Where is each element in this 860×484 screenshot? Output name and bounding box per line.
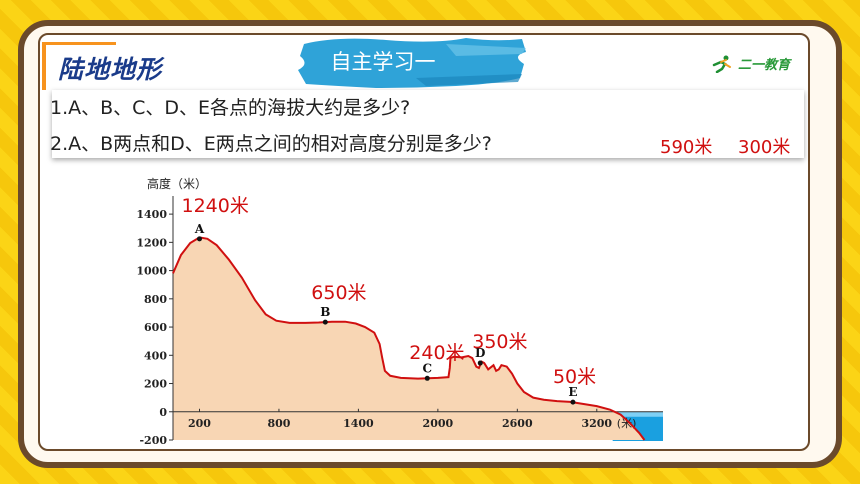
- point-a: [196, 236, 202, 242]
- answer-de: 300米: [738, 137, 791, 158]
- banner-label: 自主学习一: [330, 50, 436, 74]
- y-tick-label: 0: [159, 406, 167, 419]
- y-axis-label: 高度（米）: [147, 176, 207, 191]
- x-tick-label: 800: [267, 417, 290, 430]
- point-label-a: A: [194, 222, 205, 236]
- point-e: [570, 399, 576, 405]
- y-tick-label: 1000: [136, 265, 167, 278]
- question-box: [52, 90, 804, 158]
- sea-surface: [612, 411, 663, 417]
- runner-icon: [712, 55, 731, 73]
- y-tick-label: 800: [144, 293, 167, 306]
- title-corner-decoration: [42, 42, 116, 90]
- banner-brush-shape: [298, 38, 526, 88]
- x-tick-label: 3200: [581, 417, 612, 430]
- x-tick-label: 2000: [423, 417, 454, 430]
- answer-ab: 590米: [660, 137, 713, 158]
- y-tick-label: -200: [139, 434, 167, 447]
- slide-title: 陆地地形: [58, 55, 163, 84]
- point-d: [477, 360, 483, 366]
- elevation-profile-chart: -200 0 200 400 600 800 1000 1200 1400 200 800 1400 2…: [136, 176, 663, 447]
- elevation-label-e: 50米: [552, 366, 597, 389]
- y-tick-label: 400: [144, 349, 167, 362]
- elevation-label-d: 350米: [472, 331, 528, 354]
- logo-text: 二一教育: [738, 58, 791, 73]
- y-tick-label: 600: [144, 321, 167, 334]
- x-tick-label: 1400: [343, 417, 374, 430]
- point-label-d: D: [475, 346, 485, 360]
- y-tick-label: 200: [144, 378, 167, 391]
- elevation-label-a: 1240米: [181, 194, 249, 217]
- profile-line: [172, 236, 646, 441]
- point-b: [322, 319, 328, 325]
- point-label-c: C: [422, 361, 432, 375]
- point-label-e: E: [568, 385, 577, 399]
- y-tick-label: 1200: [136, 236, 167, 249]
- y-tick-label: 1400: [136, 208, 167, 221]
- brand-logo: 二一教育: [712, 54, 790, 73]
- point-label-b: B: [320, 305, 330, 319]
- land-area: [173, 237, 645, 440]
- x-axis-unit: (米): [617, 417, 637, 430]
- elevation-label-c: 240米: [409, 342, 465, 365]
- question-2: 2.A、B两点和D、E两点之间的相对高度分别是多少?: [50, 133, 492, 155]
- elevation-label-b: 650米: [311, 282, 367, 305]
- question-1: 1.A、B、C、D、E各点的海拔大约是多少?: [50, 97, 411, 119]
- x-tick-label: 200: [188, 417, 211, 430]
- x-tick-label: 2600: [502, 417, 533, 430]
- point-c: [424, 375, 430, 381]
